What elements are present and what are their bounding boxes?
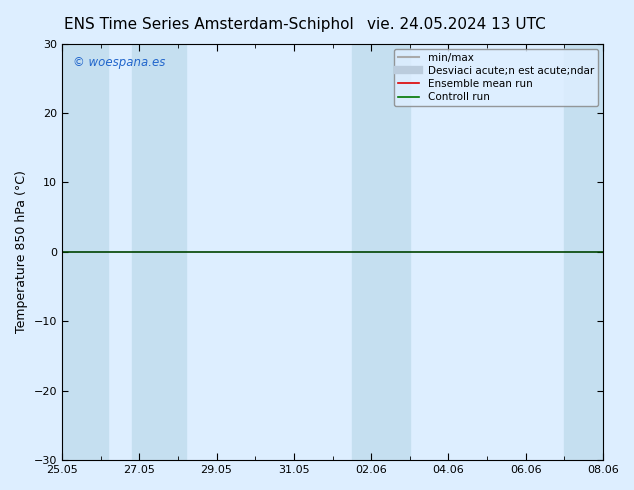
- Text: © woespana.es: © woespana.es: [73, 56, 165, 69]
- Text: ENS Time Series Amsterdam-Schiphol: ENS Time Series Amsterdam-Schiphol: [64, 17, 354, 32]
- Text: vie. 24.05.2024 13 UTC: vie. 24.05.2024 13 UTC: [367, 17, 546, 32]
- Bar: [62, 44, 108, 460]
- Y-axis label: Temperature 850 hPa (°C): Temperature 850 hPa (°C): [15, 171, 28, 333]
- Legend: min/max, Desviaci acute;n est acute;ndar, Ensemble mean run, Controll run: min/max, Desviaci acute;n est acute;ndar…: [394, 49, 598, 106]
- Bar: [131, 44, 186, 460]
- Bar: [352, 44, 410, 460]
- Bar: [564, 44, 603, 460]
